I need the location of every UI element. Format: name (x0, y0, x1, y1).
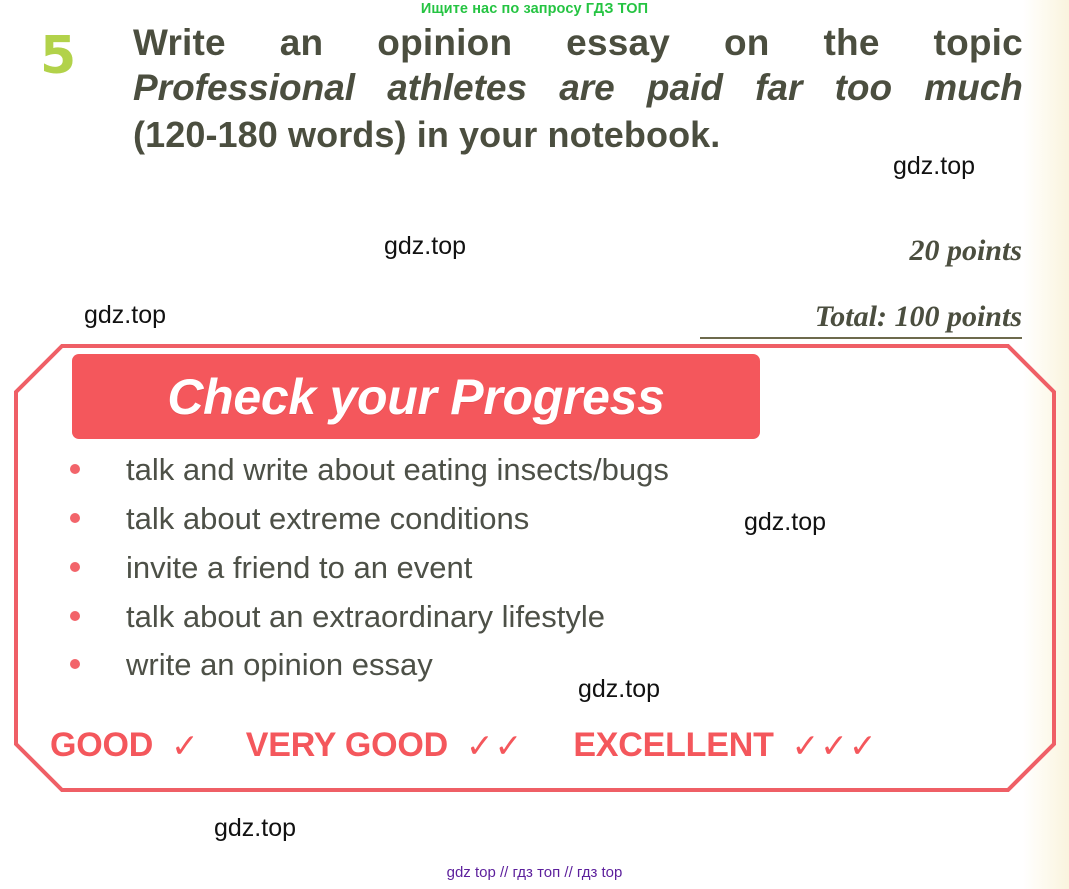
rating-option-very-good[interactable]: VERY GOOD ✓✓ (246, 726, 524, 765)
instruction-line-1: Write an opinion essay on the topic (133, 24, 1023, 61)
instruction-word: Write (133, 22, 226, 63)
topic-word: Professional (133, 67, 356, 108)
bullet-icon (70, 464, 80, 474)
topic-word: far (755, 67, 803, 108)
self-assessment-ratings: GOOD ✓ VERY GOOD ✓✓ EXCELLENT ✓✓✓ (50, 726, 1040, 765)
total-points-value: Total: 100 points (814, 300, 1022, 333)
list-item-label: talk and write about eating insects/bugs (126, 452, 669, 487)
floating-watermark: gdz.top (893, 152, 976, 180)
list-item-label: talk about an extraordinary lifestyle (126, 598, 606, 634)
progress-checklist: talk and write about eating insects/bugs… (70, 452, 1020, 698)
list-item-label: write an opinion essay (126, 647, 433, 683)
topic-word: much (924, 67, 1023, 108)
instruction-line-2-topic: Professional athletes are paid far too m… (133, 69, 1023, 106)
checkmark-icon: ✓✓✓ (791, 726, 878, 765)
footer-watermark: gdz top // гдз топ // гдз top (446, 864, 623, 881)
instruction-word: essay (566, 22, 671, 63)
bullet-icon (70, 561, 80, 572)
floating-watermark: gdz.top (578, 675, 661, 703)
list-item: talk about an extraordinary lifestyle (70, 598, 1020, 634)
list-item: talk about extreme conditions (70, 500, 1020, 536)
list-item: invite a friend to an event (70, 549, 1020, 585)
check-your-progress-box: Check your Progress talk and write about… (12, 342, 1058, 794)
instruction-word: the (823, 22, 880, 63)
topic-word: are (559, 67, 615, 108)
total-underline (700, 337, 1022, 339)
list-item-label: invite a friend to an event (126, 549, 473, 585)
instruction-word: on (723, 22, 770, 63)
floating-watermark: gdz.top (744, 508, 827, 536)
instruction-word: opinion (377, 22, 513, 63)
rating-label: EXCELLENT (573, 726, 774, 764)
exercise-number: 5 (40, 26, 77, 86)
progress-box-border (14, 344, 1056, 792)
instruction-word: an (279, 22, 324, 63)
bullet-icon (70, 512, 80, 523)
instruction-line-3: (120-180 words) in your notebook. (133, 114, 721, 155)
floating-watermark: gdz.top (214, 814, 297, 842)
progress-banner-title: Check your Progress (167, 368, 665, 425)
rating-label: VERY GOOD (245, 726, 448, 764)
list-item: write an opinion essay (70, 649, 1020, 682)
rating-label: GOOD (50, 726, 154, 764)
exercise-instruction: Write an opinion essay on the topic Prof… (133, 24, 1023, 153)
top-watermark: Ищите нас по запросу ГДЗ ТОП (420, 1, 649, 17)
floating-watermark: gdz.top (384, 232, 467, 260)
list-item-label: talk about extreme conditions (126, 500, 530, 536)
topic-word: too (834, 67, 893, 108)
rating-option-good[interactable]: GOOD ✓ (50, 726, 200, 765)
topic-word: athletes (387, 67, 528, 108)
progress-banner: Check your Progress (72, 354, 760, 439)
checkmark-icon: ✓✓ (466, 726, 524, 765)
checkmark-icon: ✓ (171, 726, 200, 765)
rating-option-excellent[interactable]: EXCELLENT ✓✓✓ (573, 726, 877, 765)
list-item: talk and write about eating insects/bugs (70, 452, 1020, 487)
bullet-icon (70, 610, 80, 621)
bullet-icon (70, 659, 80, 670)
topic-word: paid (646, 67, 723, 108)
instruction-word: topic (933, 22, 1023, 63)
floating-watermark: gdz.top (84, 301, 167, 329)
points-value: 20 points (909, 234, 1022, 267)
